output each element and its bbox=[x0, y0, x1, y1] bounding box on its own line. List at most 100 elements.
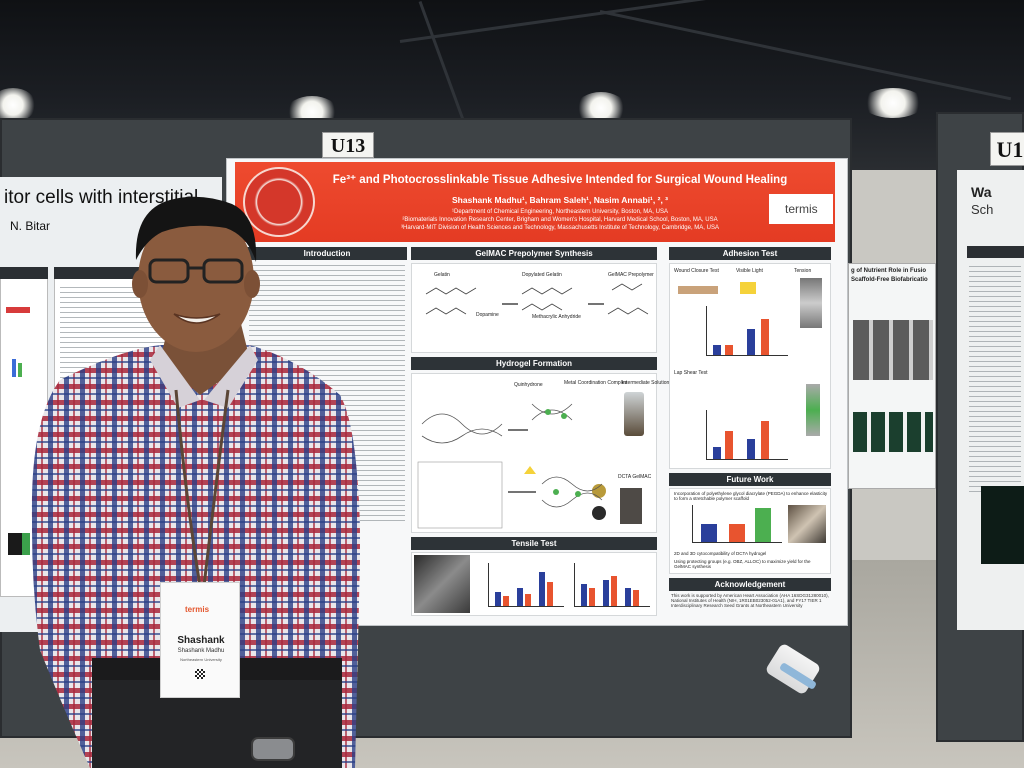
chart-bar bbox=[581, 584, 587, 606]
chart-bar bbox=[633, 590, 639, 606]
badge-affiliation: Northeastern University bbox=[180, 657, 222, 662]
chart-bar bbox=[761, 319, 769, 355]
university-seal bbox=[243, 167, 315, 237]
main-poster: Fe³⁺ and Photocrosslinkable Tissue Adhes… bbox=[226, 158, 848, 626]
tensile-figure bbox=[411, 552, 657, 616]
tension-clamp bbox=[800, 278, 822, 328]
left-poster-chart-bar bbox=[22, 533, 30, 555]
chart-bar bbox=[525, 594, 531, 606]
chart-bar bbox=[761, 421, 769, 459]
chemical-structures bbox=[425, 283, 649, 315]
right-poster-logo: Wa bbox=[971, 184, 992, 200]
future-item: 2D and 3D cytocompatibility of DCTA hydr… bbox=[674, 551, 767, 556]
chart-bar bbox=[603, 580, 609, 606]
label-visible-light: Visible Light bbox=[736, 268, 763, 274]
chart-bar bbox=[701, 524, 717, 542]
chart-bar bbox=[713, 345, 721, 355]
chart-bar bbox=[547, 582, 553, 606]
mid-poster-image-grid bbox=[853, 320, 933, 380]
porcine-skin bbox=[678, 286, 718, 294]
chart-bar bbox=[625, 588, 631, 606]
light-icon bbox=[740, 282, 756, 294]
poster-affiliation: ¹Department of Chemical Engineering, Nor… bbox=[452, 209, 668, 215]
dcta-sample bbox=[592, 484, 606, 498]
chart-bar bbox=[713, 447, 721, 459]
dcta-sample-dark bbox=[592, 506, 606, 520]
future-work-panel: Incorporation of polyethylene glycol dia… bbox=[669, 488, 831, 574]
left-poster-author: N. Bitar bbox=[10, 219, 51, 233]
mid-poster-subtitle: Scaffold-Free Biofabricatio bbox=[851, 277, 928, 283]
chart-bar bbox=[495, 592, 501, 606]
tensile-chart-1 bbox=[488, 563, 564, 607]
section-tensile: Tensile Test bbox=[411, 537, 657, 550]
label-wound-closure: Wound Closure Test bbox=[674, 268, 719, 274]
future-photo bbox=[788, 505, 826, 543]
left-poster-header-bar bbox=[0, 267, 48, 279]
chart-bar bbox=[747, 439, 755, 459]
label-gelatin: Gelatin bbox=[434, 272, 450, 278]
chart-bar bbox=[611, 576, 617, 606]
chart-bar bbox=[729, 524, 745, 542]
chart-bar bbox=[755, 508, 771, 542]
chart-bar bbox=[725, 431, 733, 459]
name-badge: termis Shashank Shashank Madhu Northeast… bbox=[160, 582, 240, 698]
section-hydrogel: Hydrogel Formation bbox=[411, 357, 657, 370]
label-dopamine: Dopamine bbox=[476, 312, 499, 318]
right-poster-text bbox=[969, 266, 1021, 496]
section-future-work: Future Work bbox=[669, 473, 831, 486]
badge-first-name: Shashank bbox=[177, 635, 225, 646]
right-neighbor-poster: Wa Sch bbox=[957, 170, 1024, 630]
future-item: Incorporation of polyethylene glycol dia… bbox=[674, 491, 828, 501]
left-poster-chart-bar bbox=[18, 363, 22, 377]
chart-bar bbox=[747, 329, 755, 355]
label-tension: Tension bbox=[794, 268, 812, 274]
poster-affiliation: ³Harvard-MIT Division of Health Sciences… bbox=[401, 225, 719, 231]
right-poster-header-bar bbox=[967, 246, 1024, 258]
section-adhesion: Adhesion Test bbox=[669, 247, 831, 260]
termis-logo: termis bbox=[769, 194, 833, 224]
right-poster-image bbox=[981, 486, 1024, 564]
chart-bar bbox=[725, 345, 733, 355]
poster-banner: Fe³⁺ and Photocrosslinkable Tissue Adhes… bbox=[235, 162, 835, 242]
left-poster-chart-bar bbox=[8, 533, 22, 555]
synthesis-figure: Gelatin Dopamine Dopylated Gelatin Metha… bbox=[411, 263, 657, 353]
label-methacrylic: Methacrylic Anhydride bbox=[532, 314, 581, 320]
board-number-tag-right: U1 bbox=[990, 132, 1024, 166]
adhesion-figure: Wound Closure Test Visible Light Tension… bbox=[669, 263, 831, 469]
mid-right-poster: g of Nutrient Role in Fusio Scaffold-Fre… bbox=[848, 263, 936, 489]
label-quinhydrone: Quinhydrone bbox=[514, 382, 543, 388]
ceiling-light bbox=[862, 88, 924, 118]
intermediate-vial bbox=[624, 392, 644, 436]
badge-qr-code bbox=[195, 669, 205, 679]
poster-affiliation: ²Biomaterials Innovation Research Center… bbox=[402, 217, 718, 223]
tensile-chart-2 bbox=[574, 563, 650, 607]
badge-termis-logo: termis bbox=[185, 605, 210, 614]
lap-shear-chart bbox=[706, 410, 788, 460]
future-item: Using protecting groups (e.g. OBZ, ALLOC… bbox=[674, 559, 811, 569]
acknowledgement-text: This work is supported by American Heart… bbox=[671, 593, 829, 608]
lap-shear-slide bbox=[806, 384, 820, 436]
tensile-machine-photo bbox=[414, 555, 470, 613]
chart-bar bbox=[503, 596, 509, 606]
label-lap-shear: Lap Shear Test bbox=[674, 370, 708, 376]
label-gelmac: GelMAC Prepolymer bbox=[608, 272, 654, 278]
label-metal-complex: Metal Coordination Complex bbox=[564, 380, 628, 386]
wound-closure-chart bbox=[706, 306, 788, 356]
ceiling-light bbox=[0, 88, 36, 122]
section-synthesis: GelMAC Prepolymer Synthesis bbox=[411, 247, 657, 260]
chart-bar bbox=[539, 572, 545, 606]
left-poster-chart-bar bbox=[12, 359, 16, 377]
crosslinking-diagram bbox=[417, 403, 603, 529]
dcta-gel-photo bbox=[620, 488, 642, 524]
chart-bar bbox=[589, 588, 595, 606]
poster-authors: Shashank Madhu¹, Bahram Saleh¹, Nasim An… bbox=[452, 195, 668, 205]
left-poster-title: itor cells with interstitial bbox=[4, 187, 199, 208]
chart-bar bbox=[517, 588, 523, 606]
left-poster-chart-bar bbox=[6, 307, 30, 313]
section-introduction: Introduction bbox=[247, 247, 407, 260]
board-number-tag: U13 bbox=[322, 132, 374, 158]
future-chart bbox=[692, 505, 782, 543]
section-acknowledgement: Acknowledgement bbox=[669, 578, 831, 591]
label-dopylated-gelatin: Dopylated Gelatin bbox=[522, 272, 562, 278]
